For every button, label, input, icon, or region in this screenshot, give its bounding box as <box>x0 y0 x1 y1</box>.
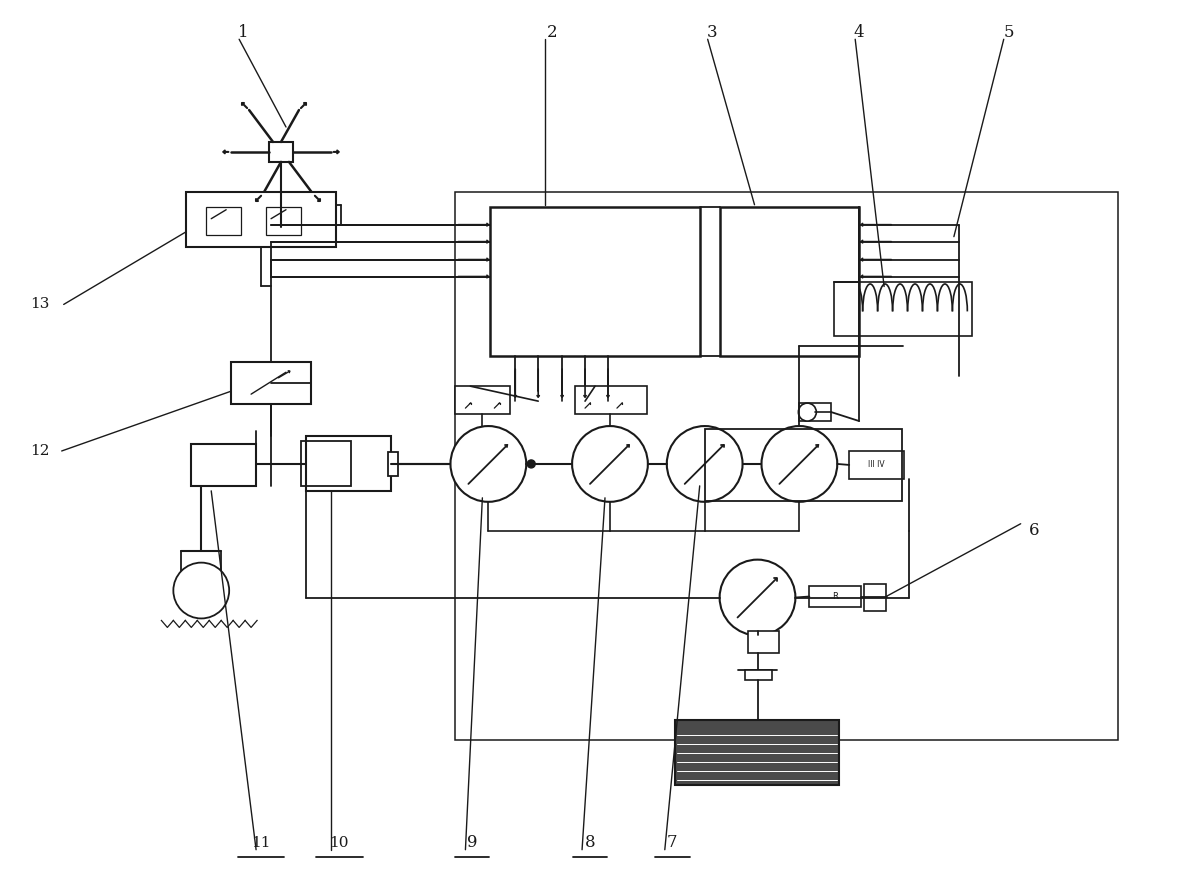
Bar <box>491 206 700 356</box>
Bar <box>206 206 241 235</box>
Bar <box>799 403 831 421</box>
Bar <box>675 720 840 785</box>
Circle shape <box>719 560 795 635</box>
Circle shape <box>666 426 742 501</box>
Bar <box>849 451 903 479</box>
Circle shape <box>799 403 817 421</box>
Text: 6: 6 <box>1029 522 1039 540</box>
Text: 5: 5 <box>1003 24 1014 41</box>
Text: 10: 10 <box>330 835 349 850</box>
Bar <box>191 444 256 486</box>
Bar <box>301 441 351 486</box>
Text: 3: 3 <box>706 24 717 41</box>
Bar <box>456 386 510 414</box>
Bar <box>269 142 294 162</box>
Text: 13: 13 <box>30 298 49 312</box>
Text: 4: 4 <box>854 24 865 41</box>
Bar <box>456 191 1119 740</box>
Bar <box>864 584 887 611</box>
Text: 8: 8 <box>585 835 595 851</box>
Text: 9: 9 <box>467 835 478 851</box>
Circle shape <box>450 426 526 501</box>
Circle shape <box>573 426 648 501</box>
Text: R: R <box>832 592 838 601</box>
Circle shape <box>173 563 229 618</box>
Bar <box>266 206 301 235</box>
Bar <box>231 362 310 404</box>
Bar <box>575 386 647 414</box>
Text: 11: 11 <box>251 835 271 850</box>
Text: 2: 2 <box>547 24 557 41</box>
Text: 7: 7 <box>666 835 677 851</box>
Bar <box>747 632 780 653</box>
Text: 1: 1 <box>238 24 249 41</box>
Bar <box>705 429 902 501</box>
Bar <box>306 436 391 491</box>
Text: 12: 12 <box>30 444 49 458</box>
Bar <box>186 191 336 246</box>
Bar <box>745 671 772 680</box>
Circle shape <box>761 426 837 501</box>
Text: III IV: III IV <box>867 461 884 470</box>
Bar <box>810 586 861 608</box>
Circle shape <box>527 460 535 468</box>
Bar <box>387 452 398 476</box>
Bar <box>834 282 972 337</box>
Bar <box>719 206 859 356</box>
